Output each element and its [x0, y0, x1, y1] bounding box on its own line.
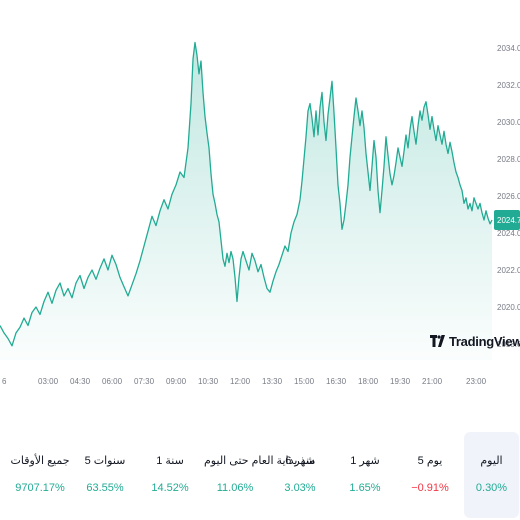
- time-axis-tick: 07:30: [134, 377, 155, 386]
- time-axis-tick: 6: [2, 377, 7, 386]
- period-change-value: 11.06%: [216, 482, 254, 494]
- price-axis-tick: 2024.00: [497, 229, 520, 238]
- price-axis-tick: 2026.00: [497, 192, 520, 201]
- price-axis-tick: 2018.00: [497, 340, 520, 349]
- period-label: 1 شهر: [350, 455, 380, 467]
- time-axis-tick: 19:30: [390, 377, 411, 386]
- time-axis-tick: 06:00: [102, 377, 123, 386]
- time-axis-tick: 13:30: [262, 377, 283, 386]
- period-tab[interactable]: منذ بداية العام حتى اليوم 11.06%: [204, 432, 316, 518]
- period-change-value: 3.03%: [284, 482, 316, 494]
- price-axis-tick: 2028.00: [497, 155, 520, 164]
- time-axis-tick: 09:00: [166, 377, 187, 386]
- period-tab[interactable]: اليوم 0.30%: [464, 432, 519, 518]
- price-axis-tick: 2034.00: [497, 44, 520, 53]
- period-label: 5 سنوات: [84, 455, 126, 467]
- period-change-value: −0.91%: [411, 482, 449, 494]
- time-axis-tick: 21:00: [422, 377, 443, 386]
- performance-periods: اليوم 0.30% 5 يوم −0.91% 1 شهر 1.65% 6 شهر 3.03…: [0, 430, 520, 520]
- time-axis-tick: 12:00: [230, 377, 251, 386]
- price-chart[interactable]: 2034.00 2032.00 2030.00 2028.00 2026.00 2024.…: [0, 0, 520, 400]
- period-label: جميع الأوقات: [10, 455, 70, 467]
- period-tab[interactable]: 6 شهر 3.03%: [269, 432, 331, 518]
- price-axis-tick: 2022.00: [497, 266, 520, 275]
- period-tab[interactable]: 1 شهر 1.65%: [334, 432, 396, 518]
- tradingview-logo[interactable]: TradingView: [430, 331, 520, 351]
- chart-canvas[interactable]: 2034.00 2032.00 2030.00 2028.00 2026.00 2024.…: [0, 0, 520, 400]
- time-axis-tick: 16:30: [326, 377, 347, 386]
- period-label: منذ بداية العام حتى اليوم: [204, 455, 316, 467]
- period-change-value: 0.30%: [475, 482, 508, 494]
- price-axis-tick: 2030.00: [497, 118, 520, 127]
- price-axis-tick: 2032.00: [497, 81, 520, 90]
- period-tab[interactable]: جميع الأوقات 9707.17%: [9, 432, 71, 518]
- time-axis-tick: 03:00: [38, 377, 59, 386]
- period-tab[interactable]: 5 يوم −0.91%: [399, 432, 461, 518]
- period-change-value: 1.65%: [349, 482, 381, 494]
- period-change-value: 63.55%: [86, 482, 124, 494]
- price-series-line: [0, 41, 493, 347]
- period-change-value: 9707.17%: [15, 482, 65, 494]
- period-label: اليوم: [480, 455, 503, 467]
- tradingview-logo-text: TradingView: [449, 333, 520, 349]
- period-label: 5 يوم: [417, 455, 443, 467]
- time-axis-tick: 10:30: [198, 377, 219, 386]
- price-axis-tick: 2020.00: [497, 303, 520, 312]
- time-axis-tick: 15:00: [294, 377, 315, 386]
- period-tab[interactable]: 5 سنوات 63.55%: [74, 432, 136, 518]
- period-tab[interactable]: 1 سنة 14.52%: [139, 432, 201, 518]
- time-axis-tick: 23:00: [466, 377, 487, 386]
- tradingview-logo-icon: [430, 334, 446, 348]
- last-price-badge: [494, 210, 520, 230]
- time-axis-tick: 18:00: [358, 377, 379, 386]
- time-axis-tick: 04:30: [70, 377, 91, 386]
- period-label: 1 سنة: [156, 455, 184, 467]
- last-price-label: 2024.70: [497, 216, 520, 225]
- price-area-fill: [0, 42, 492, 360]
- period-label: 6 شهر: [285, 455, 315, 467]
- period-change-value: 14.52%: [151, 482, 189, 494]
